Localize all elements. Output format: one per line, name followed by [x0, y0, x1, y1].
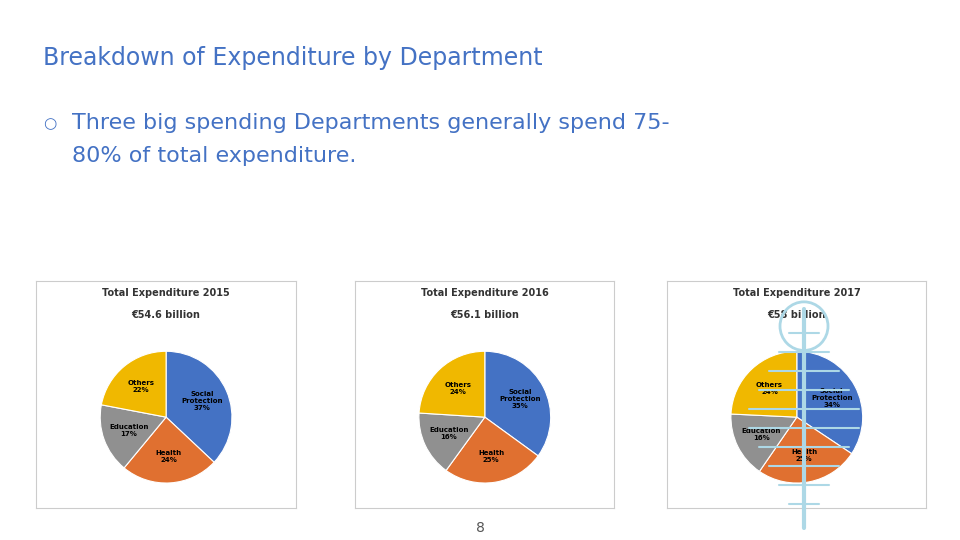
Wedge shape	[166, 352, 232, 462]
Text: Education
16%: Education 16%	[429, 428, 468, 441]
Text: Health
24%: Health 24%	[156, 450, 181, 463]
Wedge shape	[731, 414, 797, 471]
Text: Social
Protection
34%: Social Protection 34%	[811, 388, 852, 408]
Text: Health
25%: Health 25%	[478, 450, 504, 463]
Text: Total Expenditure 2015: Total Expenditure 2015	[102, 288, 230, 298]
Wedge shape	[102, 352, 166, 417]
Text: Education
16%: Education 16%	[742, 428, 781, 441]
Wedge shape	[100, 405, 166, 468]
Text: Three big spending Departments generally spend 75-: Three big spending Departments generally…	[72, 113, 670, 133]
Wedge shape	[420, 352, 485, 417]
Wedge shape	[124, 417, 214, 483]
Wedge shape	[797, 352, 863, 454]
Text: Education
17%: Education 17%	[109, 424, 149, 437]
Text: Total Expenditure 2016: Total Expenditure 2016	[420, 288, 549, 298]
Text: Health
25%: Health 25%	[791, 449, 817, 462]
Wedge shape	[731, 352, 797, 417]
Wedge shape	[485, 352, 551, 456]
Text: Total Expenditure 2017: Total Expenditure 2017	[732, 288, 861, 298]
Text: Others
24%: Others 24%	[444, 382, 471, 395]
Text: Others
22%: Others 22%	[128, 380, 155, 393]
Text: Others
24%: Others 24%	[756, 382, 783, 395]
Text: 80% of total expenditure.: 80% of total expenditure.	[72, 146, 356, 166]
Wedge shape	[446, 417, 539, 483]
Text: €54.6 billion: €54.6 billion	[132, 310, 201, 320]
Wedge shape	[419, 413, 485, 470]
Text: Breakdown of Expenditure by Department: Breakdown of Expenditure by Department	[43, 46, 542, 70]
Text: ○: ○	[43, 116, 57, 131]
Text: €56.1 billion: €56.1 billion	[450, 310, 519, 320]
Text: 8: 8	[475, 521, 485, 535]
Text: Social
Protection
35%: Social Protection 35%	[499, 389, 540, 409]
Wedge shape	[759, 417, 852, 483]
Text: €58 billion: €58 billion	[768, 310, 826, 320]
Text: Social
Protection
37%: Social Protection 37%	[181, 392, 223, 411]
